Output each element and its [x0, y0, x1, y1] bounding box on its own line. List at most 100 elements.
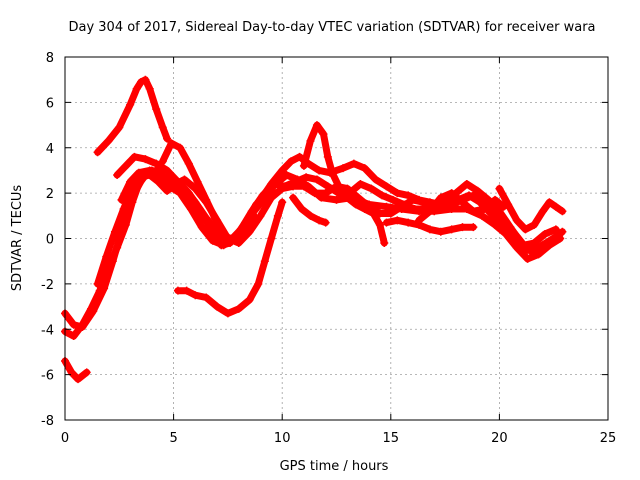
data-point [141, 75, 150, 84]
data-point [375, 220, 384, 229]
data-point [271, 189, 280, 198]
y-tick-label: -4 [41, 323, 54, 338]
data-point [95, 286, 104, 295]
data-point [538, 207, 547, 216]
data-point [202, 293, 211, 302]
data-point [378, 191, 387, 200]
data-point [436, 193, 445, 202]
x-tick-label: 10 [274, 431, 291, 446]
data-point [260, 193, 269, 202]
data-point [297, 205, 306, 214]
data-point [321, 189, 330, 198]
data-point [130, 152, 139, 161]
data-point [478, 211, 487, 220]
data-point [115, 123, 124, 132]
data-point [134, 168, 143, 177]
data-point [369, 209, 378, 218]
data-point [549, 234, 558, 243]
data-point [312, 121, 321, 130]
x-tick-label: 20 [491, 431, 508, 446]
data-point [121, 161, 130, 170]
data-point [475, 198, 484, 207]
series-track-12 [382, 216, 478, 236]
grid [65, 57, 608, 420]
data-point [458, 223, 467, 232]
data-point [388, 195, 397, 204]
data-point [278, 166, 287, 175]
data-point [145, 84, 154, 93]
data-point [260, 257, 269, 266]
data-point [228, 236, 237, 245]
data-point [223, 309, 232, 318]
data-point [538, 241, 547, 250]
data-point [82, 368, 91, 377]
data-point [234, 304, 243, 313]
series-track-13 [495, 184, 567, 234]
data-point [93, 279, 102, 288]
data-point [367, 184, 376, 193]
data-point [495, 184, 504, 193]
series-track-10 [299, 121, 389, 248]
data-point [158, 123, 167, 132]
data-point [425, 207, 434, 216]
data-point [165, 180, 174, 189]
data-point [93, 148, 102, 157]
data-point [126, 100, 135, 109]
data-point [193, 177, 202, 186]
data-point [328, 168, 337, 177]
data-point [319, 130, 328, 139]
series-line [94, 171, 566, 288]
data-point [334, 182, 343, 191]
data-point [152, 105, 161, 114]
series-track-9 [173, 198, 287, 318]
series-track-11 [289, 193, 330, 227]
data-point [239, 227, 248, 236]
data-point [551, 225, 560, 234]
data-point [280, 182, 289, 191]
data-point [195, 205, 204, 214]
data-point [356, 180, 365, 189]
data-point [184, 189, 193, 198]
series-track-14 [415, 189, 508, 225]
data-point [119, 205, 128, 214]
data-point [117, 195, 126, 204]
data-point [137, 77, 146, 86]
data-point [386, 209, 395, 218]
data-point [282, 170, 291, 179]
data-point [141, 155, 150, 164]
data-point [315, 216, 324, 225]
data-point [497, 220, 506, 229]
y-tick-label: -2 [41, 278, 54, 293]
data-point [486, 209, 495, 218]
y-axis-label: SDTVAR / TECUs [10, 185, 25, 292]
data-point [184, 159, 193, 168]
data-point [352, 200, 361, 209]
data-point [495, 207, 504, 216]
series-line [300, 121, 388, 247]
data-point [332, 195, 341, 204]
data-point [527, 248, 536, 257]
data-point [473, 186, 482, 195]
data-point [530, 239, 539, 248]
data-point [425, 225, 434, 234]
data-point [126, 177, 135, 186]
data-point [469, 207, 478, 216]
data-point [354, 193, 363, 202]
data-point [158, 157, 167, 166]
data-point [436, 227, 445, 236]
data-point [512, 216, 521, 225]
series-track-6 [158, 139, 258, 245]
data-point [173, 177, 182, 186]
data-point [360, 205, 369, 214]
data-point [408, 195, 417, 204]
data-point [306, 136, 315, 145]
data-point [310, 189, 319, 198]
data-point [410, 205, 419, 214]
data-point [269, 180, 278, 189]
data-point [245, 295, 254, 304]
data-point [558, 227, 567, 236]
data-point [197, 223, 206, 232]
data-point [163, 134, 172, 143]
x-tick-label: 25 [600, 431, 617, 446]
